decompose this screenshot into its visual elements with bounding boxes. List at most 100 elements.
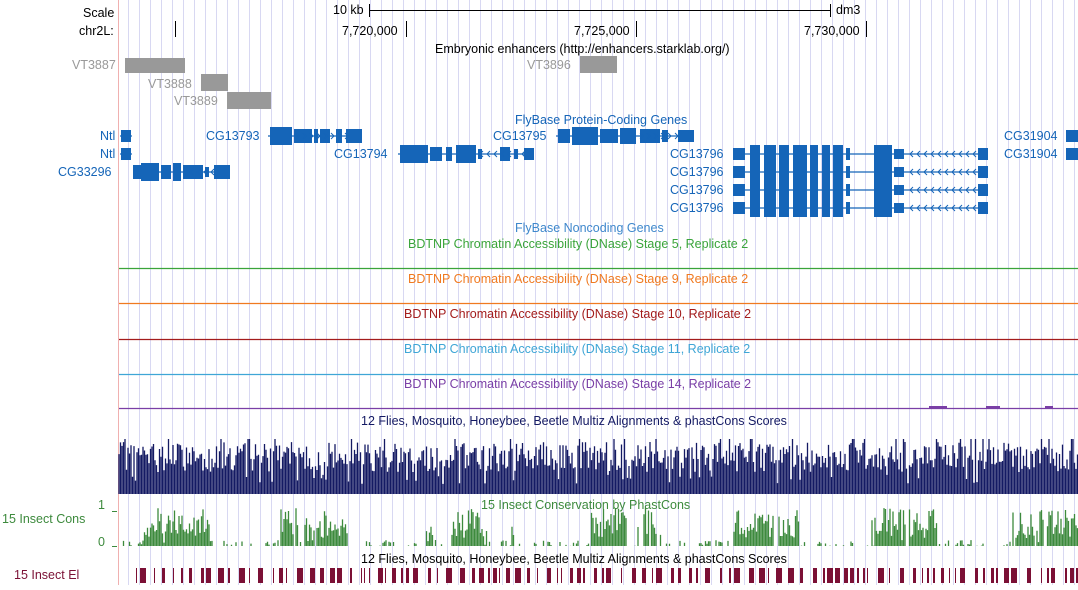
- conserved-element: [1041, 568, 1042, 583]
- strand-arrow: [944, 186, 949, 194]
- gene-label-cg13796[interactable]: CG13796: [670, 183, 724, 197]
- conserved-element: [249, 568, 250, 583]
- conserved-element: [428, 568, 431, 583]
- enhancer-label-vt3888[interactable]: VT3888: [148, 77, 192, 91]
- gene-label-ntl[interactable]: Ntl: [100, 129, 116, 143]
- strand-arrow: [521, 150, 526, 158]
- conserved-element: [162, 568, 165, 583]
- gene-exon: [764, 145, 776, 163]
- enhancer-label-vt3887[interactable]: VT3887: [72, 58, 116, 72]
- gene-exon: [1066, 148, 1078, 160]
- strand-arrow: [972, 168, 977, 176]
- dnase-tracks[interactable]: [119, 267, 1078, 410]
- conserved-elements-track[interactable]: [136, 568, 1078, 583]
- conserved-element: [273, 568, 274, 583]
- gene-exon: [894, 167, 904, 177]
- conserved-element: [1011, 568, 1017, 583]
- gene-track[interactable]: [120, 127, 1078, 217]
- dnase-stage10-title[interactable]: BDTNP Chromatin Accessibility (DNase) St…: [404, 307, 752, 321]
- strand-arrow: [344, 132, 349, 140]
- gene-label-cg31904[interactable]: CG31904: [1004, 129, 1058, 143]
- strand-arrow: [944, 204, 949, 212]
- gene-label-cg13796[interactable]: CG13796: [670, 147, 724, 161]
- strand-arrow: [958, 204, 963, 212]
- conserved-element: [768, 568, 769, 583]
- strand-arrow: [923, 168, 928, 176]
- gene-exon: [894, 149, 904, 159]
- dnase-peak: [929, 406, 947, 408]
- chrom-label: chr2L:: [79, 24, 114, 38]
- gene-exon: [336, 129, 342, 143]
- cons-side-label[interactable]: 15 Insect Cons: [2, 512, 86, 526]
- conserved-element: [258, 568, 263, 583]
- strand-arrow: [937, 186, 942, 194]
- gene-exon: [750, 199, 760, 217]
- gene-label-cg13796[interactable]: CG13796: [670, 201, 724, 215]
- conserved-element: [835, 568, 840, 583]
- conserved-element: [759, 568, 765, 583]
- conserved-element: [506, 568, 510, 583]
- elements-track-title[interactable]: 12 Flies, Mosquito, Honeybee, Beetle Mul…: [361, 552, 787, 566]
- gene-track-title[interactable]: FlyBase Protein-Coding Genes: [515, 113, 688, 127]
- gene-exon: [846, 184, 850, 196]
- gene-label-cg13793[interactable]: CG13793: [206, 129, 260, 143]
- gene-label-cg33296[interactable]: CG33296: [58, 165, 112, 179]
- gene-exon: [514, 149, 518, 159]
- gene-exon: [764, 181, 776, 199]
- strand-arrow: [909, 204, 914, 212]
- enhancer-label-vt3896[interactable]: VT3896: [527, 58, 571, 72]
- conservation-track[interactable]: [112, 508, 1078, 547]
- cons-track-title[interactable]: 15 Insect Conservation by PhastCons: [481, 498, 691, 512]
- conserved-element: [827, 568, 833, 583]
- gene-label-ntl[interactable]: Ntl: [100, 147, 116, 161]
- conserved-element: [406, 568, 409, 583]
- strand-arrow: [316, 132, 321, 140]
- conserved-element: [602, 568, 604, 583]
- assembly-label: dm3: [836, 3, 861, 17]
- conserved-element: [527, 568, 530, 583]
- conserved-element: [479, 568, 484, 583]
- gene-exon: [894, 203, 904, 213]
- conserved-element: [823, 568, 825, 583]
- multiz-track[interactable]: [118, 439, 1078, 494]
- conserved-element: [705, 568, 710, 583]
- enhancer-track[interactable]: [125, 56, 617, 109]
- ruler-tick-label: 7,725,000: [574, 24, 630, 38]
- conserved-element: [788, 568, 794, 583]
- conserved-element: [201, 568, 204, 583]
- conserved-element: [975, 568, 978, 583]
- enhancer-label-vt3889[interactable]: VT3889: [174, 94, 218, 108]
- gene-exon: [810, 145, 818, 163]
- conserved-element: [671, 568, 674, 583]
- base-position-ruler[interactable]: [175, 4, 867, 37]
- enhancer-track-title[interactable]: Embryonic enhancers (http://enhancers.st…: [435, 42, 730, 56]
- gene-label-cg13795[interactable]: CG13795: [493, 129, 547, 143]
- multiz-track-title[interactable]: 12 Flies, Mosquito, Honeybee, Beetle Mul…: [361, 414, 787, 428]
- strand-arrow: [958, 168, 963, 176]
- noncoding-track-title[interactable]: FlyBase Noncoding Genes: [515, 221, 664, 235]
- strand-arrow: [660, 132, 665, 140]
- elements-side-label[interactable]: 15 Insect El: [14, 568, 80, 582]
- conserved-element: [949, 568, 950, 583]
- strand-arrow: [972, 204, 977, 212]
- dnase-stage5-title[interactable]: BDTNP Chromatin Accessibility (DNase) St…: [408, 237, 749, 251]
- gene-label-cg13794[interactable]: CG13794: [334, 147, 388, 161]
- strand-arrow: [923, 186, 928, 194]
- dnase-stage14-title[interactable]: BDTNP Chromatin Accessibility (DNase) St…: [404, 377, 752, 391]
- gene-label-cg31904[interactable]: CG31904: [1004, 147, 1058, 161]
- conserved-element: [889, 568, 890, 583]
- dnase-stage11-title[interactable]: BDTNP Chromatin Accessibility (DNase) St…: [404, 342, 751, 356]
- gene-exon: [600, 129, 618, 143]
- strand-arrow: [951, 186, 956, 194]
- strand-arrow: [196, 168, 201, 176]
- gene-label-cg13796[interactable]: CG13796: [670, 165, 724, 179]
- gene-exon: [320, 129, 330, 143]
- conserved-element: [1065, 568, 1067, 583]
- strand-arrow: [330, 132, 335, 140]
- conserved-element: [239, 568, 245, 583]
- gene-exon: [733, 184, 745, 196]
- dnase-stage9-title[interactable]: BDTNP Chromatin Accessibility (DNase) St…: [408, 272, 749, 286]
- conserved-element: [1076, 568, 1078, 583]
